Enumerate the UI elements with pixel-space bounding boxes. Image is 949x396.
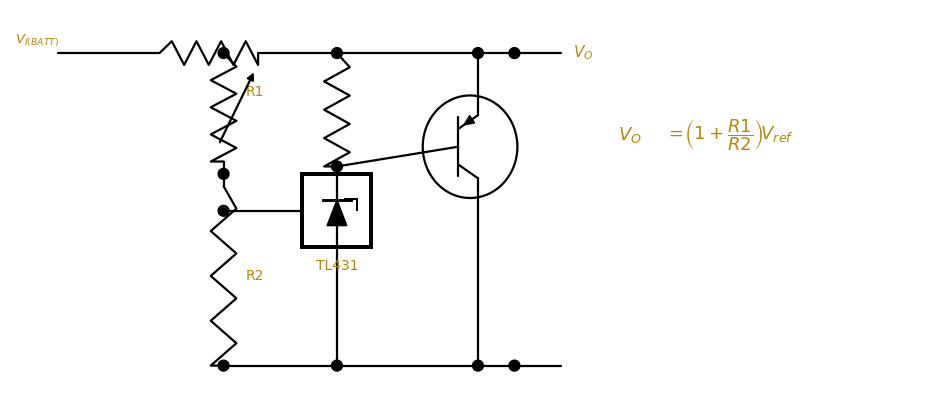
Circle shape bbox=[331, 48, 343, 59]
Circle shape bbox=[473, 360, 483, 371]
Circle shape bbox=[473, 48, 483, 59]
Circle shape bbox=[331, 360, 343, 371]
Bar bbox=[303, 174, 371, 247]
Circle shape bbox=[218, 48, 229, 59]
Circle shape bbox=[218, 168, 229, 179]
Text: $V_O$: $V_O$ bbox=[618, 125, 642, 145]
Text: $V_{I(BATT)}$: $V_{I(BATT)}$ bbox=[14, 33, 59, 49]
Circle shape bbox=[218, 206, 229, 216]
Polygon shape bbox=[464, 116, 474, 125]
Text: $= \!\left(1 + \dfrac{R1}{R2}\right)\!V_{ref}$: $= \!\left(1 + \dfrac{R1}{R2}\right)\!V_… bbox=[665, 117, 794, 153]
Circle shape bbox=[218, 360, 229, 371]
Text: TL431: TL431 bbox=[316, 259, 359, 273]
Polygon shape bbox=[327, 200, 346, 226]
Circle shape bbox=[509, 360, 520, 371]
Text: $V_O$: $V_O$ bbox=[572, 44, 593, 63]
Circle shape bbox=[331, 161, 343, 172]
Circle shape bbox=[509, 48, 520, 59]
Text: R2: R2 bbox=[245, 269, 264, 283]
Text: R1: R1 bbox=[245, 86, 264, 99]
